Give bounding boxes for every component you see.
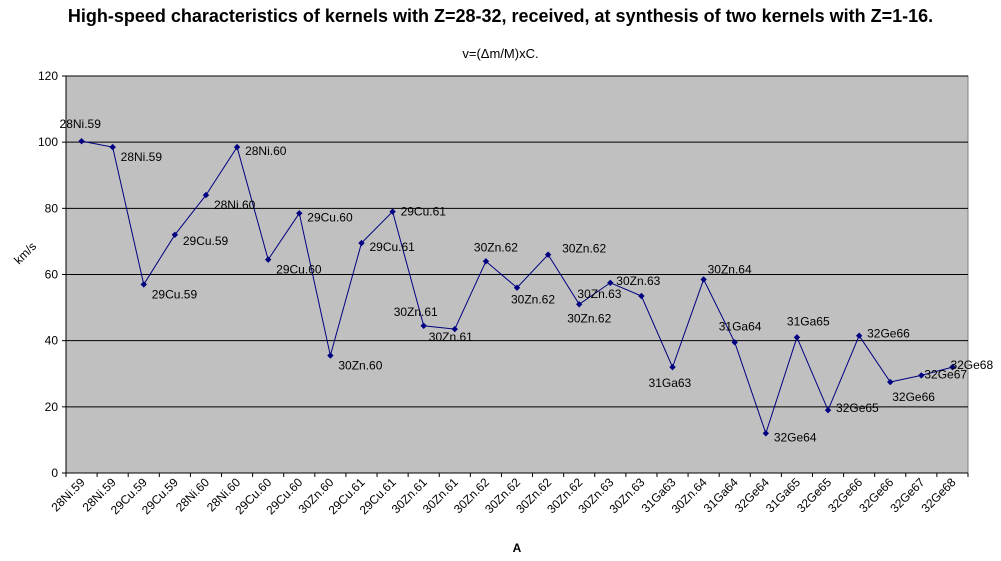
data-label: 29Cu.59 (183, 234, 229, 248)
x-tick-label: 32Ge68 (918, 475, 958, 515)
x-tick-label: 30Zn.63 (606, 475, 647, 516)
data-label: 31Ga63 (649, 376, 692, 390)
data-point (358, 239, 365, 247)
data-point (482, 258, 490, 265)
data-label: 32Ge64 (774, 430, 817, 444)
data-point (202, 191, 210, 199)
y-tick-label: 100 (38, 135, 58, 149)
data-points (78, 137, 956, 437)
data-label: 30Zn.62 (474, 240, 518, 254)
data-point (233, 143, 241, 151)
data-label: 28Ni.60 (214, 198, 256, 212)
x-tick-label: 28Ni.60 (173, 475, 212, 514)
data-label: 28Ni.59 (60, 117, 102, 131)
data-label: 30Zn.62 (511, 293, 555, 307)
data-label: 32Ge66 (892, 390, 935, 404)
data-point (669, 363, 676, 371)
data-point (607, 279, 614, 286)
data-point (327, 352, 334, 359)
data-point (109, 143, 116, 151)
data-point (793, 334, 801, 341)
data-point (78, 137, 85, 145)
data-label: 29Cu.61 (401, 205, 447, 219)
data-point (264, 256, 272, 263)
data-point (918, 372, 925, 379)
data-point (762, 430, 770, 437)
data-point (731, 339, 738, 346)
data-point (855, 332, 863, 339)
x-tick-label: 28Ni.59 (49, 475, 88, 514)
data-point (824, 406, 832, 414)
data-label: 30Zn.63 (577, 287, 621, 301)
data-label: 30Zn.61 (429, 330, 473, 344)
y-tick-label: 0 (51, 466, 58, 480)
data-label: 28Ni.59 (121, 150, 163, 164)
y-tick-label: 120 (38, 69, 58, 83)
x-tick-label: 30Zn.64 (669, 475, 710, 516)
data-label: 31Ga65 (787, 314, 830, 328)
data-label: 32Ge66 (867, 327, 910, 341)
data-point (140, 281, 147, 288)
data-label: 30Zn.62 (562, 242, 606, 256)
data-label: 29Cu.59 (152, 287, 198, 301)
data-label: 32Ge67 (924, 367, 967, 381)
data-point (576, 301, 583, 308)
data-label: 30Zn.63 (616, 274, 660, 288)
data-label: 29Cu.60 (276, 263, 322, 277)
data-point (638, 292, 645, 300)
data-point (451, 325, 458, 333)
data-label: 31Ga64 (719, 319, 762, 333)
data-point (389, 208, 396, 215)
data-label: 30Zn.61 (394, 305, 438, 319)
data-point (171, 231, 179, 238)
data-point (420, 322, 427, 329)
data-label: 29Cu.60 (307, 210, 353, 224)
y-tick-label: 20 (45, 400, 59, 414)
data-point (949, 363, 956, 371)
y-axis-label: km/s (11, 239, 39, 267)
x-axis-label: A (513, 541, 522, 555)
data-point (513, 284, 521, 291)
data-label: 30Zn.60 (338, 359, 382, 373)
data-labels: 28Ni.59 28Ni.59 29Cu.59 29Cu.59 28Ni.60 28Ni.… (60, 117, 994, 444)
x-axis-ticks: 28Ni.5928Ni.5929Cu.5929Cu.5928Ni.6028Ni.… (49, 473, 969, 517)
data-label: 32Ge68 (950, 358, 993, 372)
data-label: 28Ni.60 (245, 144, 287, 158)
y-tick-label: 80 (45, 201, 59, 215)
data-point (700, 276, 707, 283)
data-label: 32Ge65 (836, 401, 879, 415)
data-label: 30Zn.62 (567, 311, 611, 325)
chart-title: High-speed characteristics of kernels wi… (67, 6, 934, 26)
y-tick-label: 40 (45, 334, 59, 348)
data-point (544, 251, 552, 258)
data-point (296, 210, 303, 217)
data-label: 29Cu.61 (369, 240, 415, 254)
y-axis-ticks: 0 20 40 60 80 100 120 (38, 69, 66, 480)
data-label: 30Zn.64 (708, 262, 752, 276)
data-point (887, 378, 894, 386)
y-tick-label: 60 (45, 268, 59, 282)
chart-subtitle: v=(Δm/M)xC. (462, 46, 539, 61)
